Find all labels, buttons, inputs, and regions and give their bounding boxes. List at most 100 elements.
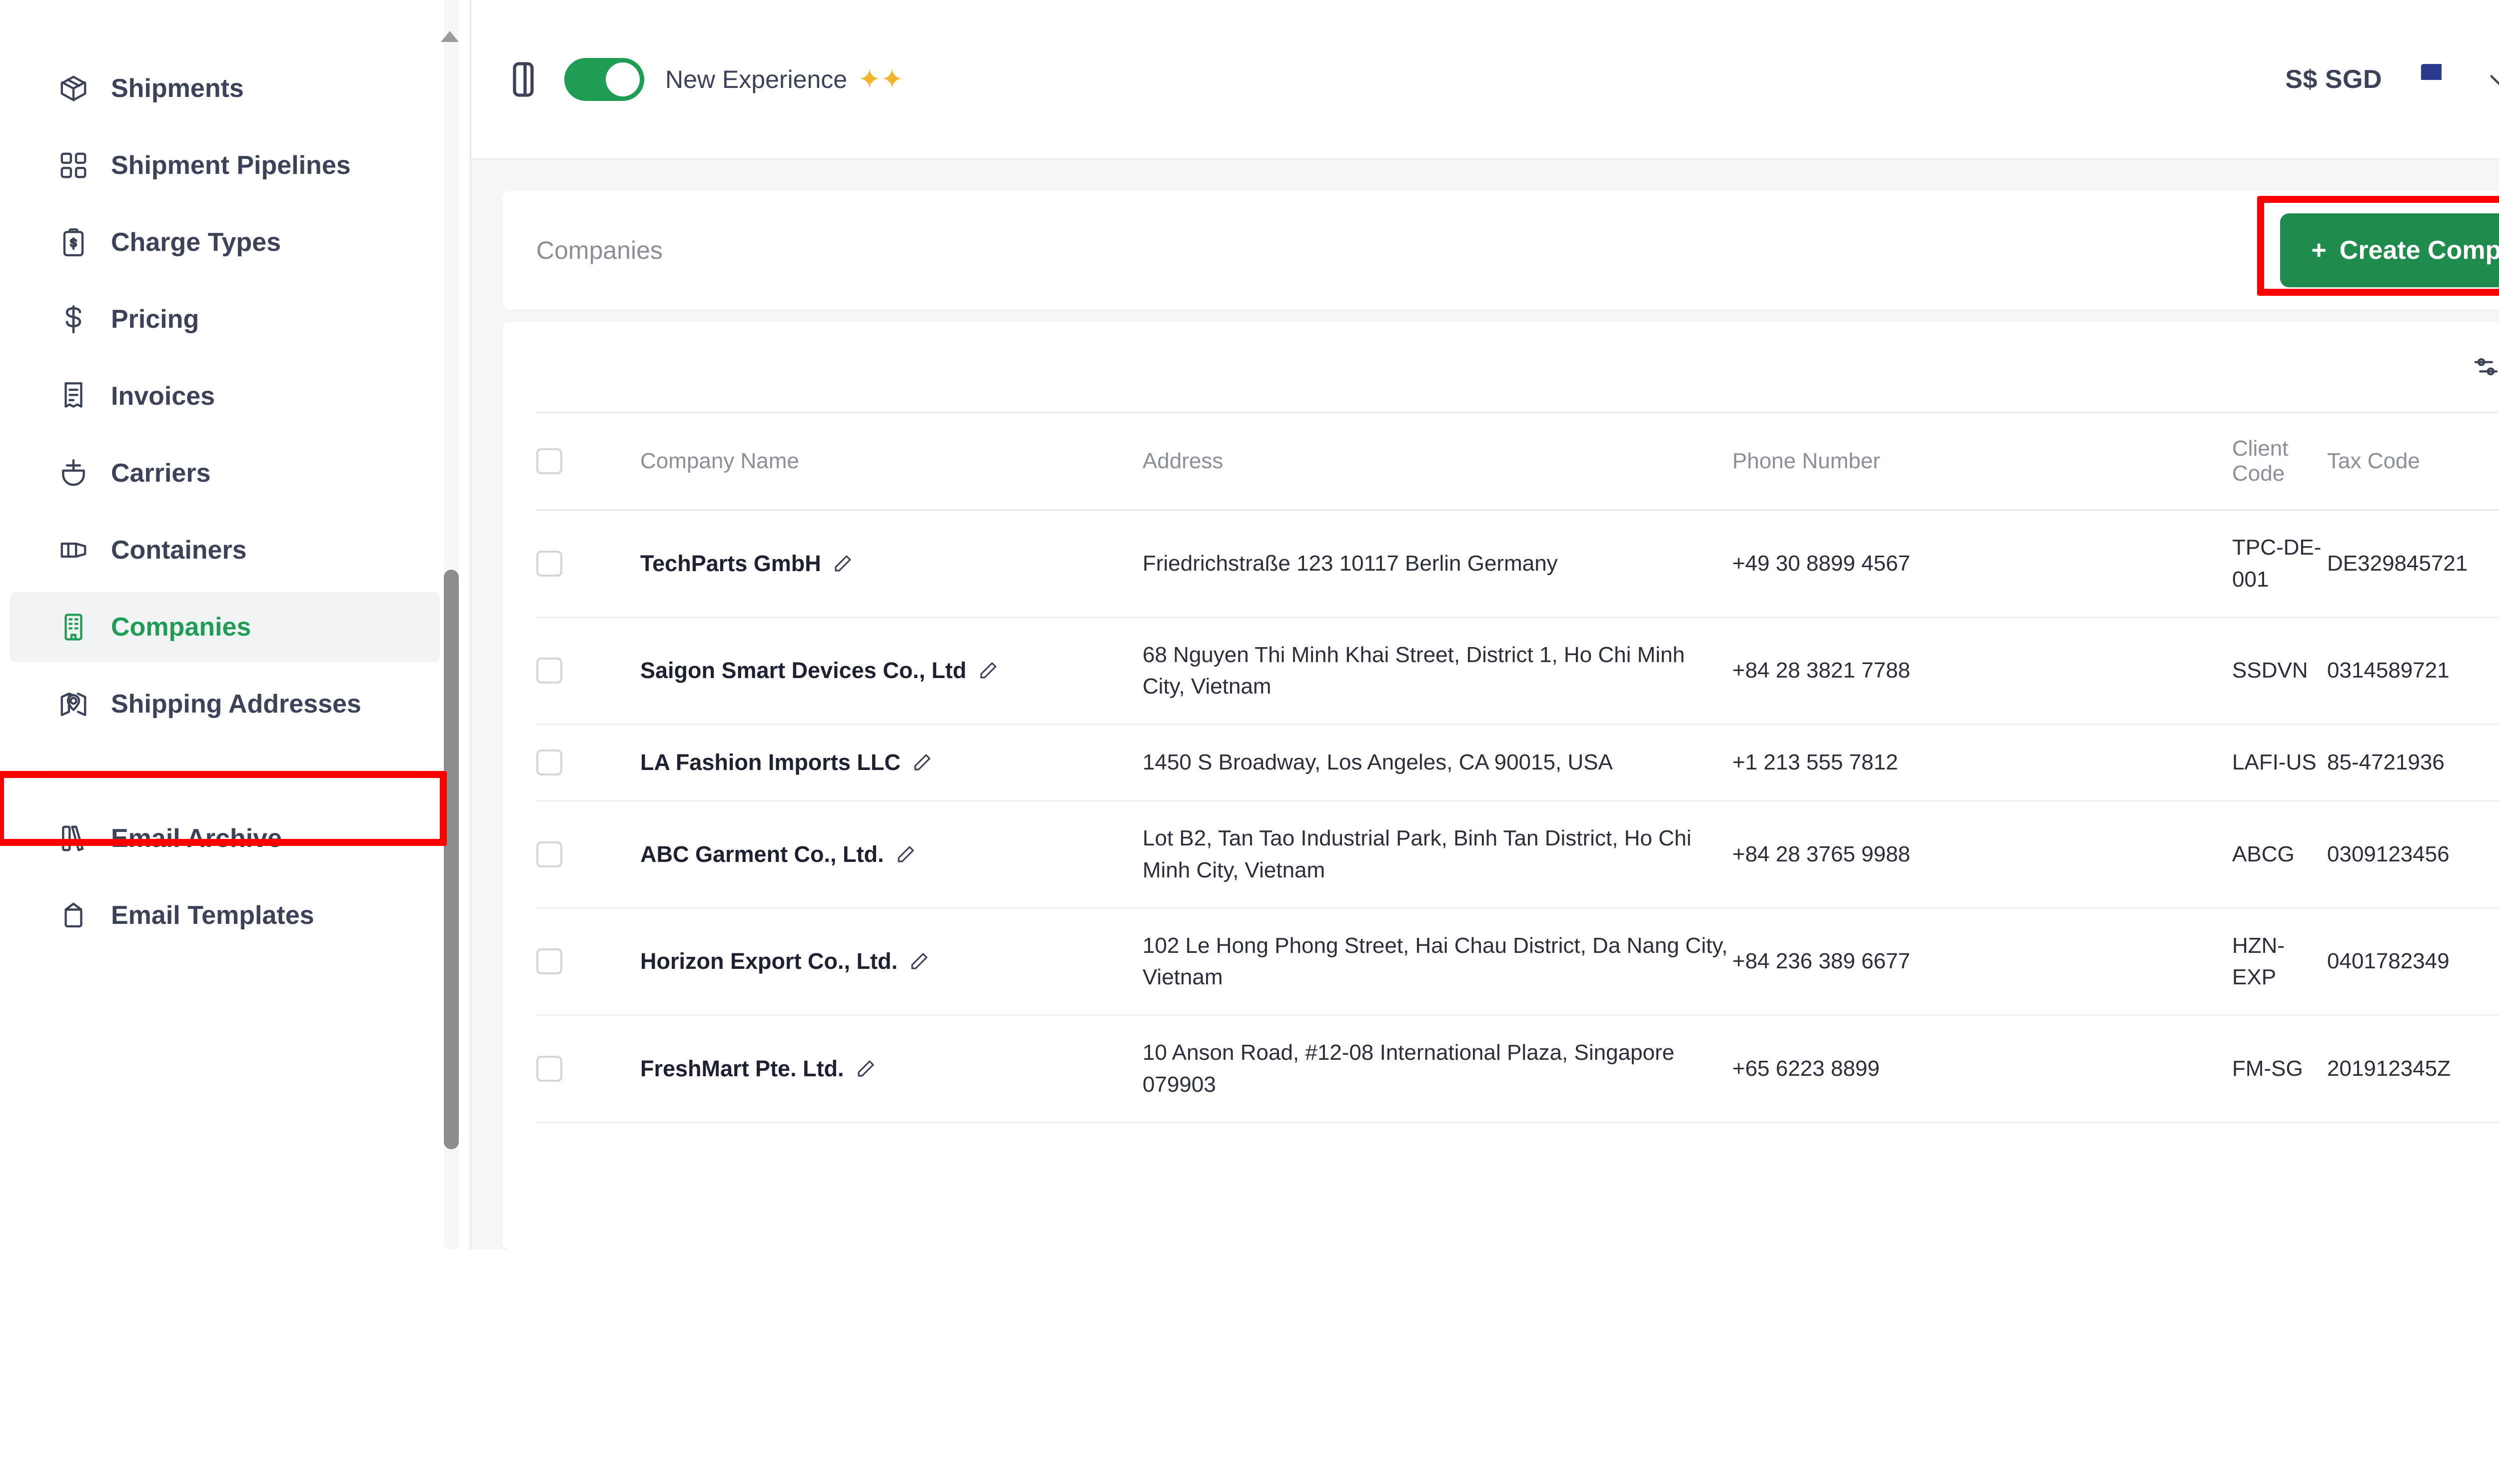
currency-selector[interactable]: S$ SGD	[2285, 64, 2382, 94]
dollar-sign-icon	[58, 304, 89, 335]
top-bar: New Experience ✦✦ S$ SGD SA	[471, 0, 2499, 160]
sidebar-item-label: Carriers	[111, 459, 211, 488]
cell-phone: +49 30 8899 4567	[1732, 510, 2232, 618]
scroll-up-arrow-icon[interactable]	[441, 31, 459, 42]
column-header-client-code[interactable]: Client Code	[2232, 412, 2327, 511]
company-name-text: FreshMart Pte. Ltd.	[640, 1056, 844, 1082]
sidebar-item-charge-types[interactable]: Charge Types	[10, 207, 440, 277]
column-header-tax-code[interactable]: Tax Code	[2327, 412, 2499, 511]
pencil-icon[interactable]	[978, 660, 999, 681]
cell-tax-code: 0401782349	[2327, 908, 2499, 1016]
table-head: Company Name Address Phone Number Client…	[536, 412, 2499, 511]
cell-phone: +84 236 389 6677	[1732, 908, 2232, 1016]
cell-phone: +65 6223 8899	[1732, 1015, 2232, 1123]
table-row[interactable]: FreshMart Pte. Ltd. 10 Anson Road, #12-0…	[536, 1015, 2499, 1123]
sidebar-item-companies[interactable]: Companies	[10, 592, 440, 662]
company-name-text: LA Fashion Imports LLC	[640, 749, 901, 775]
sidebar-item-label: Shipment Pipelines	[111, 151, 351, 180]
sidebar-item-carriers[interactable]: Carriers	[10, 438, 440, 508]
pencil-icon[interactable]	[912, 752, 933, 773]
sidebar-item-shipment-pipelines[interactable]: Shipment Pipelines	[10, 130, 440, 200]
table-row[interactable]: LA Fashion Imports LLC 1450 S Broadway, …	[536, 724, 2499, 801]
cell-address: Lot B2, Tan Tao Industrial Park, Binh Ta…	[1143, 800, 1732, 909]
us-flag-icon[interactable]	[2421, 63, 2466, 95]
table-row[interactable]: Saigon Smart Devices Co., Ltd 68 Nguyen …	[536, 617, 2499, 726]
row-select-cell	[536, 510, 625, 618]
main-content: New Experience ✦✦ S$ SGD SA	[470, 0, 2499, 1249]
invoice-icon	[58, 381, 89, 412]
cell-tax-code: 201912345Z	[2327, 1015, 2499, 1123]
ship-icon	[58, 458, 89, 489]
new-experience-toggle[interactable]	[564, 57, 644, 101]
sidebar-divider	[48, 770, 416, 772]
companies-table: Company Name Address Phone Number Client…	[536, 412, 2499, 1123]
sidebar-item-shipping-addresses[interactable]: Shipping Addresses	[10, 669, 440, 739]
company-name-text: Saigon Smart Devices Co., Ltd	[640, 658, 967, 684]
cell-tax-code: 0309123456	[2327, 800, 2499, 909]
clipboard-dollar-icon	[58, 227, 89, 258]
company-name-text: ABC Garment Co., Ltd.	[640, 841, 884, 867]
grid-squares-icon	[58, 150, 89, 181]
sidebar-item-pricing[interactable]: Pricing	[10, 284, 440, 354]
cell-client-code: TPC-DE-001	[2232, 510, 2327, 618]
cell-address: 68 Nguyen Thi Minh Khai Street, District…	[1143, 617, 1732, 726]
table-row[interactable]: TechParts GmbH Friedrichstraße 123 10117…	[536, 510, 2499, 618]
sidebar-item-invoices[interactable]: Invoices	[10, 361, 440, 431]
sidebar-item-email-archive[interactable]: Email Archive	[10, 803, 440, 873]
column-header-address[interactable]: Address	[1143, 412, 1732, 511]
table-card-wrapper: Filter Company Name Add	[471, 310, 2499, 1249]
table-header-row: Company Name Address Phone Number Client…	[536, 412, 2499, 511]
cell-company-name: Saigon Smart Devices Co., Ltd	[625, 617, 1143, 726]
select-all-checkbox[interactable]	[536, 448, 562, 474]
row-checkbox[interactable]	[536, 550, 562, 577]
books-icon	[58, 823, 89, 854]
row-checkbox[interactable]	[536, 1055, 562, 1082]
filter-button[interactable]: Filter	[2472, 352, 2499, 381]
sliders-icon	[2472, 353, 2499, 381]
table-row[interactable]: ABC Garment Co., Ltd. Lot B2, Tan Tao In…	[536, 800, 2499, 909]
sidebar-item-label: Email Archive	[111, 824, 282, 853]
sidebar-item-shipments[interactable]: Shipments	[10, 53, 440, 123]
sidebar-item-label: Companies	[111, 613, 251, 642]
select-all-cell	[536, 412, 625, 511]
cell-address: 102 Le Hong Phong Street, Hai Chau Distr…	[1143, 908, 1732, 1016]
flag-canton	[2421, 63, 2442, 80]
pencil-icon[interactable]	[832, 553, 853, 574]
pencil-icon[interactable]	[909, 951, 930, 972]
package-icon	[58, 73, 89, 104]
table-body: TechParts GmbH Friedrichstraße 123 10117…	[536, 510, 2499, 1123]
column-header-phone-number[interactable]: Phone Number	[1732, 412, 2232, 511]
pencil-icon[interactable]	[855, 1058, 876, 1079]
row-select-cell	[536, 908, 625, 1016]
row-select-cell	[536, 724, 625, 801]
row-checkbox[interactable]	[536, 658, 562, 684]
company-name-text: Horizon Export Co., Ltd.	[640, 948, 898, 974]
company-name-text: TechParts GmbH	[640, 550, 821, 576]
cell-tax-code: DE329845721	[2327, 510, 2499, 618]
sidebar-scrollbar-thumb[interactable]	[444, 570, 459, 1149]
page-head-wrapper: Companies + Create Company	[471, 160, 2499, 310]
create-company-label: Create Company	[2339, 236, 2499, 265]
cell-address: 10 Anson Road, #12-08 International Plaz…	[1143, 1015, 1732, 1123]
panel-left-icon[interactable]	[502, 58, 544, 100]
table-toolbar: Filter	[536, 322, 2499, 412]
row-checkbox[interactable]	[536, 841, 562, 867]
sidebar-item-email-templates[interactable]: Email Templates	[10, 880, 440, 950]
row-checkbox[interactable]	[536, 749, 562, 776]
sidebar-item-label: Shipping Addresses	[111, 690, 361, 719]
sidebar-item-label: Containers	[111, 536, 247, 565]
row-select-cell	[536, 617, 625, 726]
pencil-icon[interactable]	[895, 844, 916, 865]
table-row[interactable]: Horizon Export Co., Ltd. 102 Le Hong Pho…	[536, 908, 2499, 1016]
sparkles-icon: ✦✦	[858, 64, 904, 94]
chevron-down-icon[interactable]	[2486, 66, 2499, 92]
row-select-cell	[536, 1015, 625, 1123]
column-header-company-name[interactable]: Company Name	[625, 412, 1143, 511]
row-checkbox[interactable]	[536, 948, 562, 975]
cell-company-name: Horizon Export Co., Ltd.	[625, 908, 1143, 1016]
sidebar-item-containers[interactable]: Containers	[10, 515, 440, 585]
create-company-button[interactable]: + Create Company	[2280, 213, 2499, 287]
cell-tax-code: 0314589721	[2327, 617, 2499, 726]
cell-company-name: TechParts GmbH	[625, 510, 1143, 618]
